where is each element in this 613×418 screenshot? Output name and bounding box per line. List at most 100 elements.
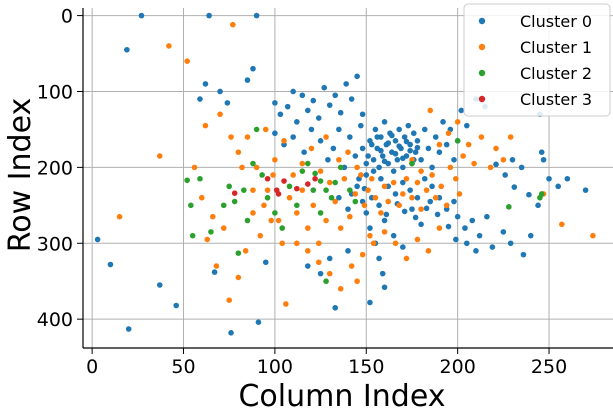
data-point xyxy=(429,164,435,171)
data-point xyxy=(538,191,545,197)
data-point xyxy=(244,134,251,140)
data-point xyxy=(202,122,209,129)
data-point xyxy=(299,187,306,193)
data-point xyxy=(507,240,514,247)
data-point xyxy=(279,225,286,231)
data-point xyxy=(463,240,470,247)
x-tick-label: 250 xyxy=(531,356,567,378)
data-point xyxy=(191,164,198,171)
data-point xyxy=(363,210,370,216)
data-point xyxy=(272,210,278,216)
data-point xyxy=(253,126,260,133)
data-point xyxy=(208,229,214,235)
data-point xyxy=(447,164,454,171)
x-tick-label: 150 xyxy=(348,356,384,378)
data-point xyxy=(332,198,339,205)
data-point xyxy=(381,284,388,291)
data-point xyxy=(217,88,223,95)
data-point xyxy=(392,240,399,247)
data-point xyxy=(390,168,397,174)
data-point xyxy=(400,244,406,250)
data-point xyxy=(275,191,282,197)
data-point xyxy=(376,202,382,209)
data-point xyxy=(231,190,238,196)
data-point xyxy=(453,236,459,243)
data-point xyxy=(262,259,269,266)
data-point xyxy=(213,263,220,269)
data-point xyxy=(231,198,238,205)
data-point xyxy=(489,244,496,250)
data-point xyxy=(518,164,525,171)
data-point xyxy=(354,73,360,80)
data-point xyxy=(352,153,359,159)
data-point xyxy=(509,156,516,163)
y-tick-label: 0 xyxy=(61,6,73,28)
data-point xyxy=(235,149,242,155)
data-point xyxy=(436,141,443,148)
series-1 xyxy=(116,21,596,307)
data-point xyxy=(348,96,355,102)
data-point xyxy=(326,179,333,186)
data-point xyxy=(526,191,532,198)
data-point xyxy=(367,232,373,239)
data-point xyxy=(381,183,388,190)
data-point xyxy=(438,183,445,190)
legend-box xyxy=(463,3,611,117)
data-point xyxy=(590,232,596,239)
data-point xyxy=(500,229,507,235)
data-point xyxy=(173,302,180,309)
data-point xyxy=(432,194,439,201)
data-point xyxy=(230,21,236,28)
data-point xyxy=(582,187,589,193)
data-point xyxy=(330,145,337,152)
data-point xyxy=(312,175,318,182)
data-point xyxy=(374,134,381,140)
data-point xyxy=(325,156,331,163)
data-point xyxy=(379,153,386,159)
data-point xyxy=(403,138,410,145)
data-point xyxy=(255,319,262,325)
data-point xyxy=(312,170,318,177)
data-point xyxy=(396,202,402,209)
data-point xyxy=(564,175,571,182)
data-point xyxy=(317,210,324,216)
data-point xyxy=(538,149,545,155)
data-point xyxy=(156,153,163,159)
data-point xyxy=(107,261,114,268)
data-point xyxy=(244,77,251,83)
data-point xyxy=(484,213,490,220)
data-point xyxy=(370,156,377,163)
data-point xyxy=(440,119,446,125)
data-point xyxy=(396,126,402,133)
data-point xyxy=(304,225,311,231)
data-point xyxy=(469,217,476,224)
data-point xyxy=(242,248,249,254)
data-point xyxy=(502,172,508,178)
data-point xyxy=(401,208,408,215)
data-point xyxy=(473,248,479,254)
legend-marker xyxy=(478,95,486,103)
data-point xyxy=(493,145,499,152)
data-point xyxy=(410,130,417,137)
data-point xyxy=(294,119,300,125)
data-point xyxy=(434,211,441,218)
data-point xyxy=(336,156,342,163)
data-point xyxy=(414,236,421,243)
data-point xyxy=(376,164,382,171)
data-point xyxy=(500,156,507,163)
data-point xyxy=(453,175,459,182)
data-point xyxy=(156,282,163,288)
data-point xyxy=(392,150,399,157)
data-point xyxy=(138,12,145,19)
data-point xyxy=(403,175,410,182)
y-tick-label: 100 xyxy=(37,81,73,103)
data-point xyxy=(389,132,395,139)
data-point xyxy=(418,221,424,228)
data-point xyxy=(315,259,322,266)
data-point xyxy=(315,115,322,121)
data-point xyxy=(436,149,443,155)
data-point xyxy=(323,187,329,193)
data-point xyxy=(317,138,324,144)
y-tick-label: 400 xyxy=(37,309,73,331)
data-point xyxy=(359,145,366,152)
